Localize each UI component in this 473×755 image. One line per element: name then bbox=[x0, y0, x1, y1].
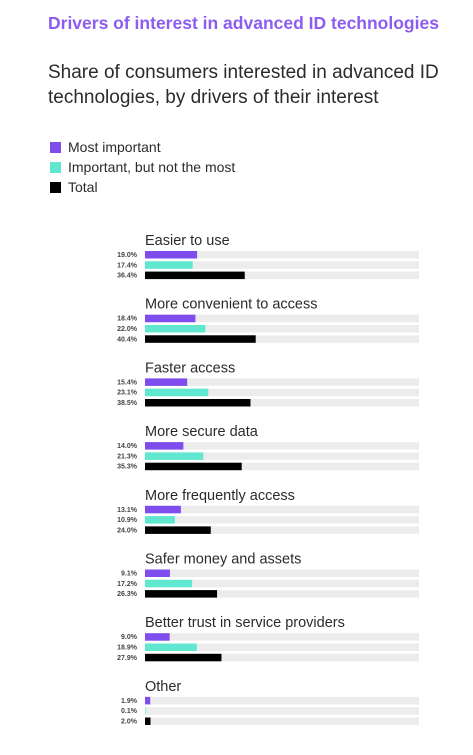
value-label: 27.9% bbox=[117, 655, 138, 662]
bar-important bbox=[145, 516, 175, 524]
bar-track bbox=[145, 633, 419, 641]
legend-label: Important, but not the most bbox=[68, 159, 236, 175]
category-label: Easier to use bbox=[145, 233, 230, 249]
value-label: 40.4% bbox=[117, 336, 138, 343]
chart-title: Drivers of interest in advanced ID techn… bbox=[48, 13, 439, 33]
legend-label: Most important bbox=[68, 139, 161, 155]
value-label: 17.2% bbox=[117, 581, 138, 588]
bar-important bbox=[145, 388, 209, 397]
value-label: 18.4% bbox=[117, 316, 138, 323]
category-label: More secure data bbox=[145, 424, 259, 440]
bar-important bbox=[145, 261, 193, 269]
bar-total bbox=[145, 399, 251, 407]
legend-item-most-important: Most important bbox=[50, 137, 235, 157]
bar-track bbox=[145, 516, 419, 524]
bar-track bbox=[145, 717, 419, 725]
bar-most-important bbox=[145, 633, 170, 641]
bar-track bbox=[145, 325, 419, 333]
value-label: 24.0% bbox=[117, 527, 138, 534]
bar-track bbox=[145, 707, 419, 715]
legend-item-important: Important, but not the most bbox=[50, 157, 235, 177]
legend-swatch-most-important bbox=[50, 141, 61, 153]
value-label: 14.0% bbox=[117, 443, 138, 450]
bar-total bbox=[145, 271, 245, 280]
category-label: More frequently access bbox=[145, 488, 295, 504]
value-label: 17.4% bbox=[117, 262, 138, 269]
legend-swatch-total bbox=[50, 181, 61, 193]
value-label: 1.9% bbox=[121, 698, 138, 705]
bar-track bbox=[145, 462, 419, 471]
bar-important bbox=[145, 643, 197, 651]
bar-important bbox=[145, 707, 146, 715]
bar-most-important bbox=[145, 505, 181, 514]
bar-most-important bbox=[145, 442, 184, 450]
bar-track bbox=[145, 579, 419, 588]
legend: Most important Important, but not the mo… bbox=[50, 137, 235, 197]
value-label: 38.5% bbox=[117, 400, 138, 407]
bar-track bbox=[145, 388, 419, 397]
legend-swatch-important bbox=[50, 161, 61, 173]
category-label: Other bbox=[145, 679, 181, 695]
bar-track bbox=[145, 590, 419, 598]
bar-track bbox=[145, 378, 419, 386]
category-label: Faster access bbox=[145, 360, 235, 376]
value-label: 15.4% bbox=[117, 379, 138, 386]
chart-subtitle: Share of consumers interested in advance… bbox=[48, 62, 439, 108]
category-label: More convenient to access bbox=[145, 297, 317, 313]
value-label: 35.3% bbox=[117, 464, 138, 471]
legend-label: Total bbox=[68, 179, 98, 195]
value-label: 9.1% bbox=[121, 571, 138, 578]
bar-track bbox=[145, 452, 419, 460]
bar-important bbox=[145, 452, 204, 460]
value-label: 18.9% bbox=[117, 645, 138, 652]
bar-track bbox=[145, 399, 419, 407]
bar-track bbox=[145, 696, 419, 705]
value-label: 19.0% bbox=[117, 252, 138, 259]
bar-track bbox=[145, 335, 419, 343]
bar-most-important bbox=[145, 696, 151, 705]
value-label: 23.1% bbox=[117, 390, 138, 397]
bar-total bbox=[145, 526, 211, 534]
value-label: 2.0% bbox=[121, 719, 138, 726]
value-label: 10.9% bbox=[117, 517, 138, 524]
bar-total bbox=[145, 335, 256, 343]
value-label: 21.3% bbox=[117, 453, 138, 460]
value-label: 26.3% bbox=[117, 591, 138, 598]
bar-most-important bbox=[145, 314, 196, 323]
bar-track bbox=[145, 505, 419, 514]
legend-item-total: Total bbox=[50, 177, 235, 197]
bar-most-important bbox=[145, 569, 170, 577]
bar-most-important bbox=[145, 378, 188, 386]
bar-track bbox=[145, 653, 419, 662]
bar-most-important bbox=[145, 251, 198, 259]
value-label: 22.0% bbox=[117, 326, 138, 333]
bar-total bbox=[145, 653, 222, 662]
bar-important bbox=[145, 325, 206, 333]
bar-track bbox=[145, 569, 419, 577]
bar-track bbox=[145, 643, 419, 651]
category-label: Better trust in service providers bbox=[145, 615, 345, 631]
bar-total bbox=[145, 717, 151, 725]
bar-track bbox=[145, 251, 419, 259]
bar-track bbox=[145, 261, 419, 269]
bar-total bbox=[145, 590, 218, 598]
bar-total bbox=[145, 462, 242, 471]
bar-track bbox=[145, 526, 419, 534]
bar-track bbox=[145, 442, 419, 450]
value-label: 0.1% bbox=[121, 708, 138, 715]
bar-track bbox=[145, 314, 419, 323]
category-label: Safer money and assets bbox=[145, 552, 301, 568]
value-label: 13.1% bbox=[117, 507, 138, 514]
bar-important bbox=[145, 579, 193, 588]
value-label: 36.4% bbox=[117, 273, 138, 280]
value-label: 9.0% bbox=[121, 634, 138, 641]
bar-track bbox=[145, 271, 419, 280]
